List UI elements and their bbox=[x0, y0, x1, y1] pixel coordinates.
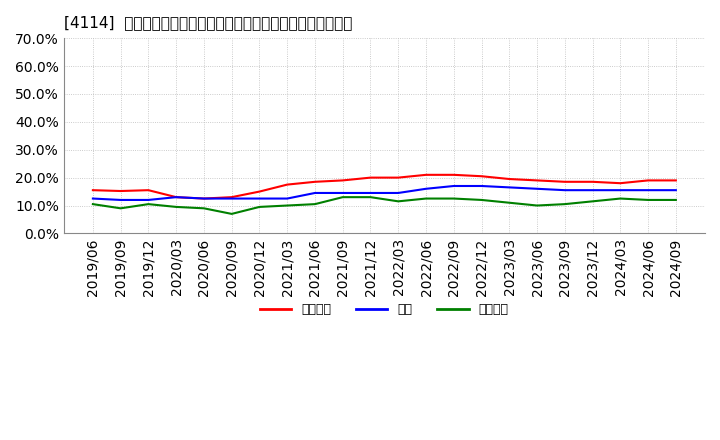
売上債権 bbox=[505, 176, 513, 182]
買入債務 bbox=[449, 196, 458, 201]
売上債権 bbox=[310, 179, 319, 184]
買入債務 bbox=[144, 202, 153, 207]
買入債務 bbox=[477, 197, 486, 202]
在庫 bbox=[199, 196, 208, 201]
買入債務 bbox=[199, 205, 208, 211]
売上債権 bbox=[422, 172, 431, 177]
売上債権 bbox=[172, 194, 181, 200]
買入債務 bbox=[505, 200, 513, 205]
売上債権 bbox=[394, 175, 402, 180]
買入債務 bbox=[89, 202, 97, 207]
売上債権 bbox=[672, 178, 680, 183]
売上債権 bbox=[199, 196, 208, 201]
在庫 bbox=[172, 194, 181, 200]
買入債務 bbox=[644, 197, 652, 202]
買入債務 bbox=[255, 204, 264, 209]
売上債権 bbox=[255, 189, 264, 194]
売上債権 bbox=[117, 188, 125, 194]
在庫 bbox=[616, 187, 625, 193]
在庫 bbox=[588, 187, 597, 193]
在庫 bbox=[117, 197, 125, 202]
在庫 bbox=[310, 191, 319, 196]
買入債務 bbox=[366, 194, 375, 200]
売上債権 bbox=[283, 182, 292, 187]
買入債務 bbox=[672, 197, 680, 202]
買入債務 bbox=[422, 196, 431, 201]
在庫 bbox=[89, 196, 97, 201]
買入債務 bbox=[394, 199, 402, 204]
買入債務 bbox=[283, 203, 292, 208]
在庫 bbox=[560, 187, 569, 193]
買入債務 bbox=[172, 204, 181, 209]
在庫 bbox=[228, 196, 236, 201]
買入債務 bbox=[588, 199, 597, 204]
売上債権 bbox=[144, 187, 153, 193]
売上債権 bbox=[366, 175, 375, 180]
Line: 在庫: 在庫 bbox=[93, 186, 676, 200]
Legend: 売上債権, 在庫, 買入債務: 売上債権, 在庫, 買入債務 bbox=[255, 298, 514, 321]
買入債務 bbox=[117, 205, 125, 211]
Text: [4114]  売上債権、在庫、買入債務の総資産に対する比率の推移: [4114] 売上債権、在庫、買入債務の総資産に対する比率の推移 bbox=[64, 15, 352, 30]
買入債務 bbox=[616, 196, 625, 201]
在庫 bbox=[449, 183, 458, 189]
売上債権 bbox=[338, 178, 347, 183]
在庫 bbox=[422, 186, 431, 191]
売上債権 bbox=[644, 178, 652, 183]
在庫 bbox=[477, 183, 486, 189]
在庫 bbox=[366, 191, 375, 196]
Line: 買入債務: 買入債務 bbox=[93, 197, 676, 214]
在庫 bbox=[505, 185, 513, 190]
売上債権 bbox=[560, 179, 569, 184]
在庫 bbox=[144, 197, 153, 202]
買入債務 bbox=[228, 211, 236, 216]
売上債権 bbox=[89, 187, 97, 193]
在庫 bbox=[394, 191, 402, 196]
売上債権 bbox=[228, 194, 236, 200]
売上債権 bbox=[616, 180, 625, 186]
買入債務 bbox=[338, 194, 347, 200]
売上債権 bbox=[588, 179, 597, 184]
売上債権 bbox=[533, 178, 541, 183]
在庫 bbox=[338, 191, 347, 196]
在庫 bbox=[644, 187, 652, 193]
買入債務 bbox=[533, 203, 541, 208]
買入債務 bbox=[310, 202, 319, 207]
売上債権 bbox=[449, 172, 458, 177]
在庫 bbox=[672, 187, 680, 193]
買入債務 bbox=[560, 202, 569, 207]
在庫 bbox=[283, 196, 292, 201]
Line: 売上債権: 売上債権 bbox=[93, 175, 676, 198]
在庫 bbox=[255, 196, 264, 201]
売上債権 bbox=[477, 174, 486, 179]
在庫 bbox=[533, 186, 541, 191]
